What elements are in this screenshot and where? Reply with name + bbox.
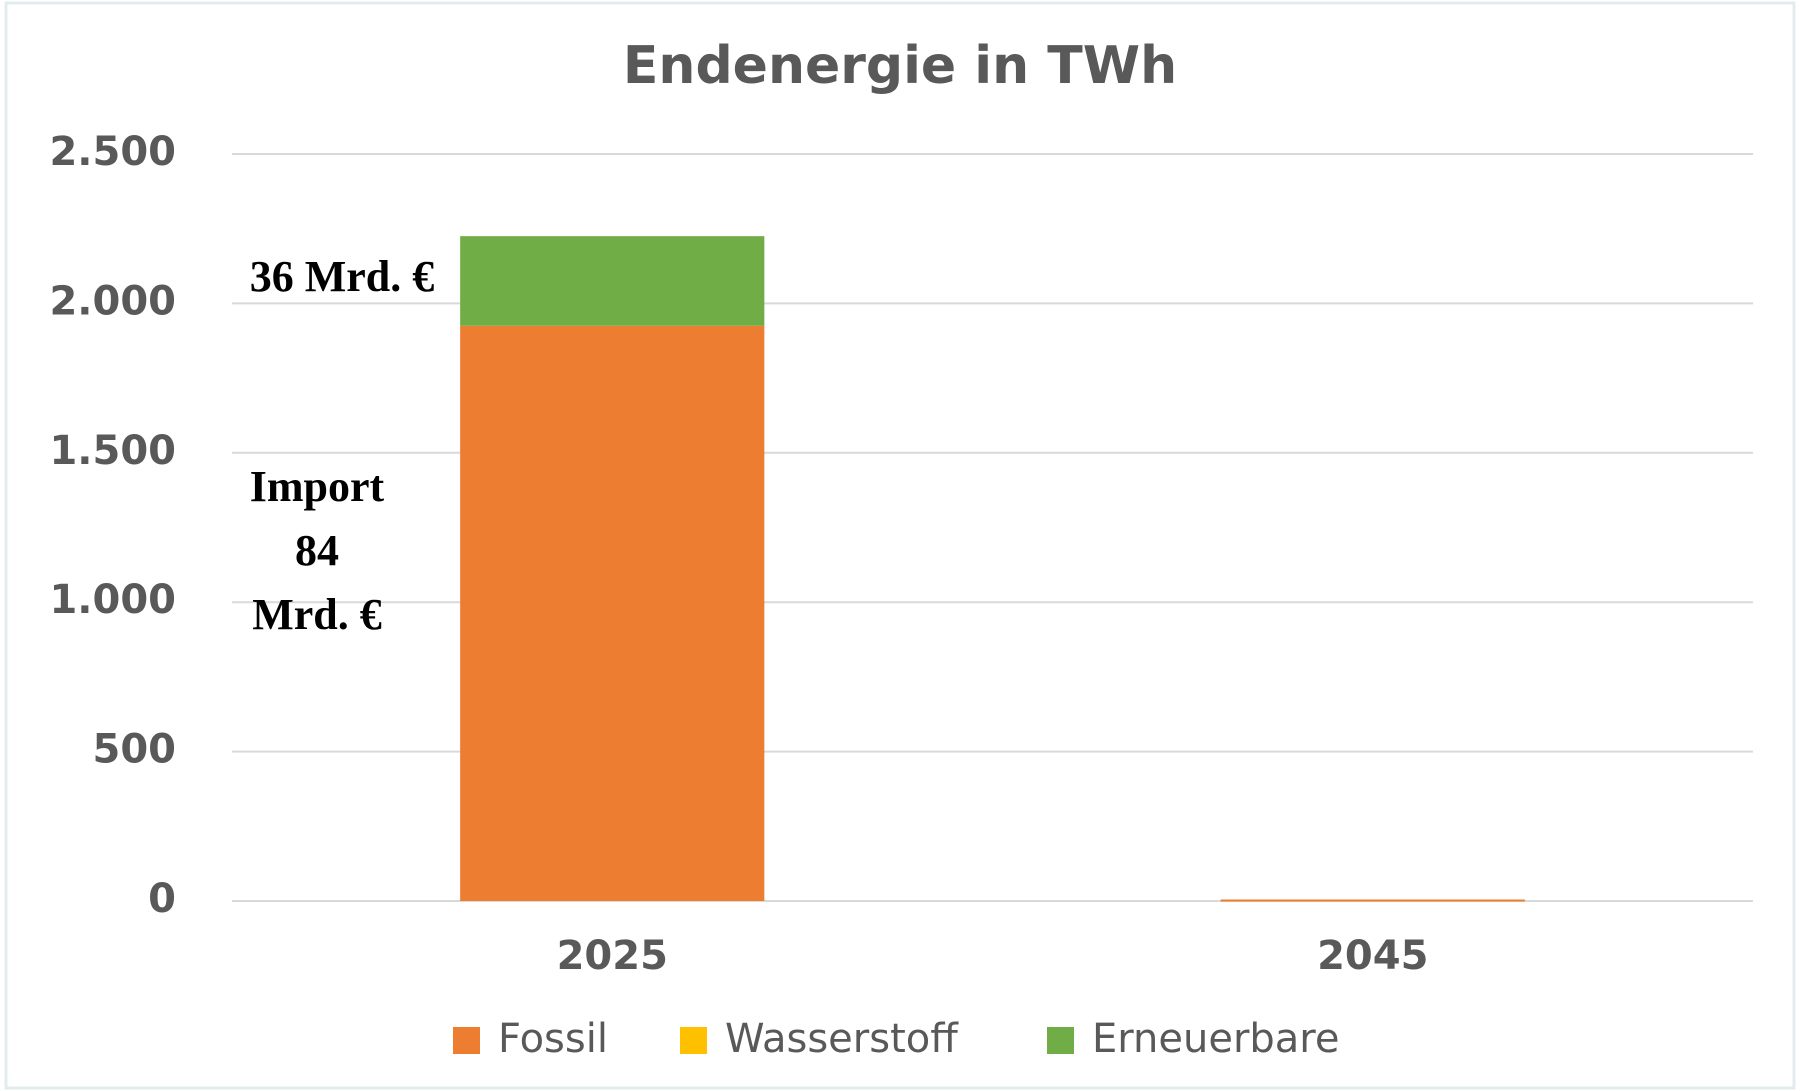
y-tick-label: 2.000 (49, 278, 176, 324)
legend-label: Erneuerbare (1092, 1016, 1339, 1062)
bar-segment (460, 236, 765, 326)
legend-swatch (453, 1027, 480, 1054)
y-tick-label: 0 (148, 876, 176, 922)
legend-swatch (1047, 1027, 1074, 1054)
chart-frame (4, 1, 1796, 1090)
legend-label: Fossil (498, 1016, 608, 1062)
chart-title: Endenergie in TWh (623, 36, 1177, 96)
annotation: Import (250, 462, 385, 511)
y-tick-label: 500 (93, 727, 177, 773)
bar-segment (1220, 899, 1525, 902)
y-tick-label: 1.500 (49, 428, 176, 474)
annotation: 84 (295, 526, 339, 575)
x-tick-label: 2045 (1317, 933, 1428, 979)
legend-swatch (680, 1027, 707, 1054)
legend-label: Wasserstoff (725, 1016, 959, 1062)
bar-segment (460, 325, 765, 901)
y-tick-label: 2.500 (49, 129, 176, 175)
annotation: 36 Mrd. € (250, 252, 435, 301)
annotation: Mrd. € (252, 590, 382, 639)
x-tick-label: 2025 (557, 933, 668, 979)
y-tick-label: 1.000 (49, 577, 176, 623)
